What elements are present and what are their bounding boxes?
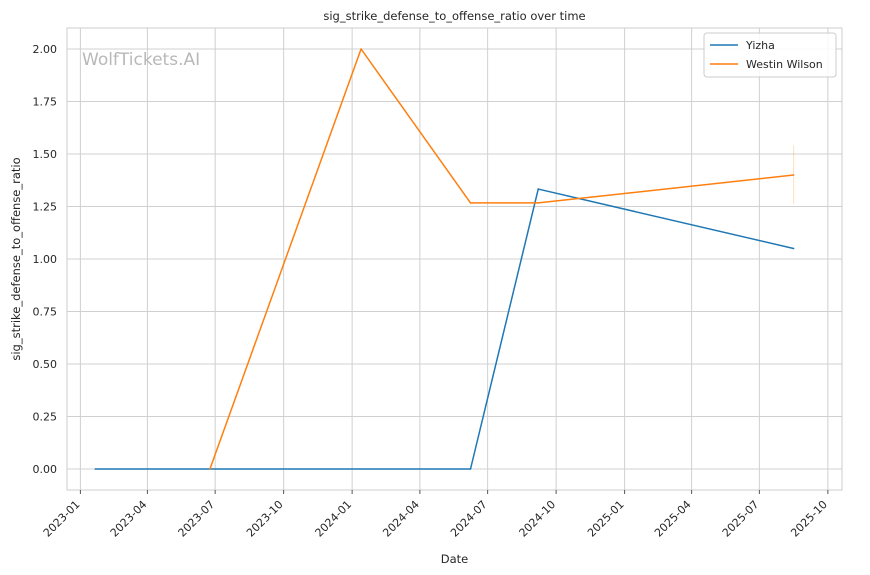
y-tick-label: 2.00 — [33, 43, 58, 56]
x-tick-label: 2024-04 — [380, 498, 422, 540]
data-point-yizha — [94, 468, 97, 470]
x-tick-label: 2023-07 — [176, 498, 218, 540]
data-point-westin-wilson — [469, 202, 472, 204]
y-tick-label: 0.75 — [33, 306, 58, 319]
data-point-westin-wilson — [209, 468, 211, 470]
data-point-westin-wilson — [360, 48, 362, 50]
x-tick-label: 2024-01 — [313, 498, 355, 540]
y-tick-label: 0.00 — [33, 463, 58, 476]
y-tick-label: 0.25 — [33, 411, 58, 424]
legend-box — [703, 32, 837, 78]
legend-label-westin-wilson: Westin Wilson — [746, 58, 823, 71]
data-point-yizha — [537, 188, 540, 190]
watermark: WolfTickets.AI — [82, 50, 200, 70]
y-tick-label: 1.25 — [33, 201, 58, 214]
data-point-yizha — [469, 468, 472, 470]
x-tick-label: 2023-10 — [244, 498, 286, 540]
chart-title: sig_strike_defense_to_offense_ratio over… — [323, 9, 585, 23]
series-line-yizha — [95, 188, 794, 470]
x-tick-label: 2024-10 — [517, 498, 559, 540]
data-point-westin-wilson — [537, 202, 540, 204]
legend-label-yizha: Yizha — [745, 39, 775, 52]
series-layer — [94, 48, 795, 470]
data-point-yizha — [792, 247, 795, 250]
x-tick-label: 2023-04 — [108, 498, 150, 540]
y-tick-label: 1.75 — [33, 96, 58, 109]
y-tick-label: 0.50 — [33, 358, 58, 371]
x-tick-label: 2025-10 — [788, 498, 830, 540]
data-point-westin-wilson — [792, 174, 795, 176]
x-tick-label: 2025-04 — [652, 498, 694, 540]
x-tick-labels: 2023-01 2023-04 2023-07 2023-10 2024-01 2024-… — [41, 498, 830, 540]
x-tick-label: 2025-07 — [720, 498, 762, 540]
y-axis-title: sig_strike_defense_to_offense_ratio — [9, 157, 23, 360]
y-tick-label: 1.50 — [33, 148, 58, 161]
x-tick-label: 2024-07 — [448, 498, 490, 540]
legend: Yizha Westin Wilson — [703, 32, 837, 78]
y-tick-labels: 0.00 0.25 0.50 0.75 1.00 1.25 1.50 1.75 2.00 — [33, 43, 58, 476]
x-tick-label: 2025-01 — [585, 498, 627, 540]
x-axis-title: Date — [441, 552, 469, 566]
y-tick-label: 1.00 — [33, 253, 58, 266]
x-tick-label: 2023-01 — [41, 498, 83, 540]
